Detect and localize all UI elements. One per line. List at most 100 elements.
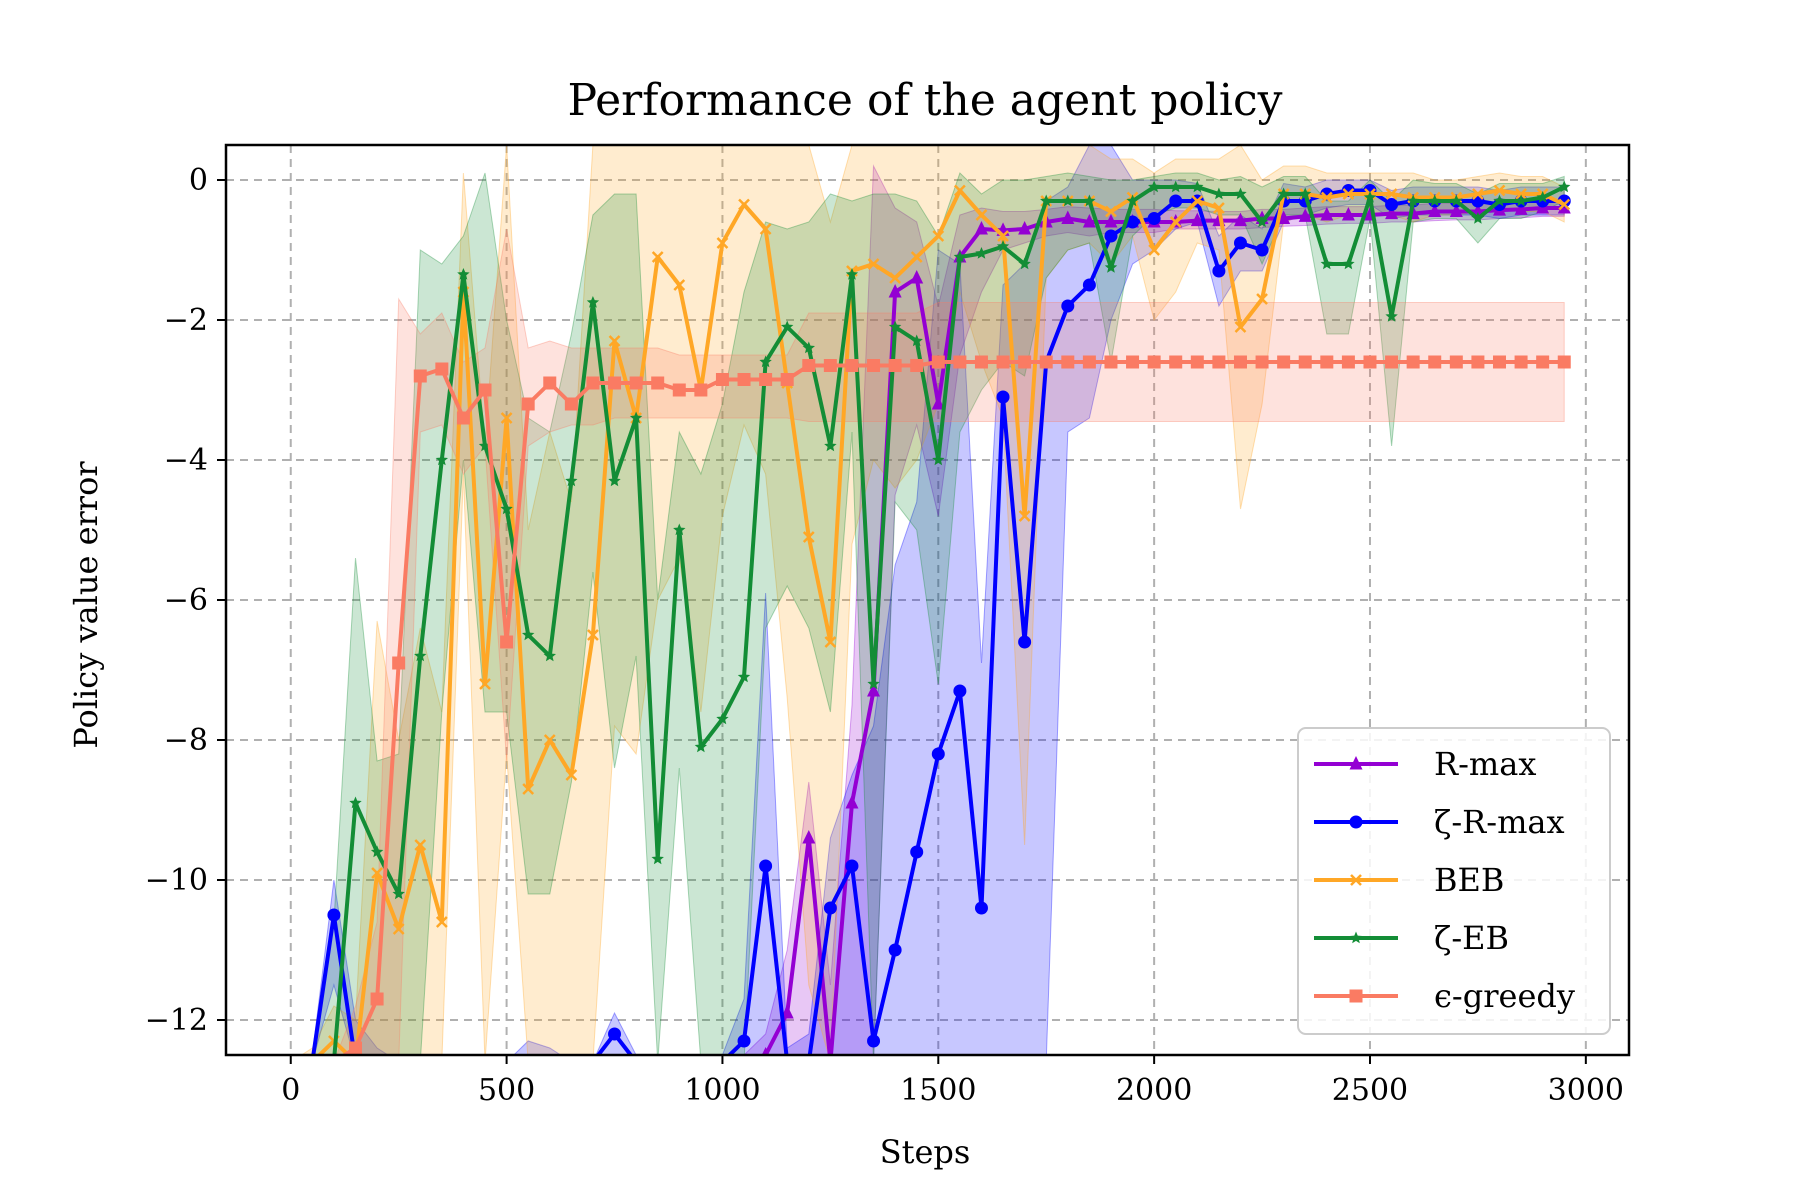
legend-label-3: ζ-EB [1434,919,1509,957]
series-2-point [500,412,513,424]
series-3-point [522,628,535,641]
y-axis-label: Policy value error [67,461,105,749]
series-3-point [586,296,600,308]
series-2-point [435,916,448,928]
series-4-point [413,369,427,383]
series-3-point [781,320,794,333]
series-0-point [761,1047,770,1055]
series-0-point [802,830,816,844]
series-3-point [1558,180,1571,193]
series-3-point [1191,180,1204,193]
series-3-point [608,474,621,487]
series-0-point [1298,208,1312,222]
series-4-point [1233,355,1247,369]
series-4-point [1190,355,1204,369]
series-4-point [1514,355,1528,369]
series-3-point [1493,194,1506,207]
series-1-point [931,747,945,761]
series-3-point [500,502,513,515]
series-3-point [802,341,815,354]
series-4-point [500,635,514,649]
series-0-point [1018,221,1032,235]
series-2-point [997,230,1009,242]
series-1-point [1255,243,1269,257]
series-3-point [867,677,880,690]
series-0-point [1104,214,1118,228]
series-4-point [737,373,751,386]
series-3-point [1277,187,1290,200]
series-2-point [522,783,535,795]
series-1-point [1212,264,1226,278]
series-0-point [1061,210,1075,224]
series-3-point [1061,194,1074,207]
series-2-point [738,198,750,211]
series-1-point [953,684,967,698]
series-2-point [565,769,578,781]
series-4-point [1320,355,1334,369]
series-2-point [1472,188,1484,200]
series-4-point [1341,355,1355,369]
series-0-point [1449,203,1463,217]
series-0-point [1082,214,1096,228]
series-1-point [1147,212,1161,225]
series-3-point [414,649,427,662]
series-3-point [716,712,729,725]
series-0-point [1190,212,1204,227]
y-tick-label: −12 [145,1003,208,1038]
series-4-point [845,359,859,372]
series-4-point [1039,355,1053,369]
series-1-point [1385,198,1399,211]
series-0-point [845,795,859,809]
series-4-point [651,376,665,390]
series-3-point [1385,310,1398,322]
series-3-point [1104,261,1118,273]
series-4-point [802,359,816,372]
series-2-point [1515,188,1527,200]
series-4-point [1557,355,1571,369]
series-2-point [1191,195,1204,207]
legend-marker-3 [1349,931,1363,944]
series-2-point [371,867,383,879]
series-2-point [759,223,772,235]
series-3-point [1126,194,1139,207]
series-2-point [1342,188,1355,200]
series-1-point [845,859,859,873]
series-3-point [759,355,772,368]
series-3-point [435,453,448,466]
legend-marker-0 [1349,756,1363,770]
series-1-point [1126,215,1140,229]
series-0-point [1385,205,1399,220]
series-lines [311,180,1571,1055]
series-2-point [1105,205,1117,218]
series-3-point [1299,187,1312,200]
series-4-point [1298,355,1312,369]
series-3-point [1407,194,1420,207]
series-4-point [867,359,881,372]
series-1-point [888,943,902,957]
y-tick-label: −6 [164,583,208,618]
series-2-point [824,636,837,648]
x-tick-label: 500 [478,1073,535,1108]
series-4-point [1061,355,1075,369]
series-2-point [543,734,556,746]
legend-label-4: ϵ-greedy [1434,977,1575,1015]
series-3-point [1342,257,1355,270]
series-2-point [414,839,427,851]
legend-label-1: ζ-R-max [1434,803,1565,841]
series-3-point [1320,257,1333,270]
series-4-point [349,1041,363,1055]
series-1-point [1233,236,1247,250]
series-3-point [370,845,384,858]
series-0-point [1320,207,1334,221]
series-2-point [932,230,945,242]
series-1-point [910,845,924,859]
series-1-point [1018,635,1032,649]
series-3-point [651,852,664,865]
series-3-point [953,250,967,263]
series-3-point [1363,191,1377,203]
series-3-point [1083,194,1096,207]
series-3-point [1514,194,1528,207]
series-2-point [479,678,491,690]
series-4-point [823,359,837,372]
series-2-point [1320,191,1333,204]
